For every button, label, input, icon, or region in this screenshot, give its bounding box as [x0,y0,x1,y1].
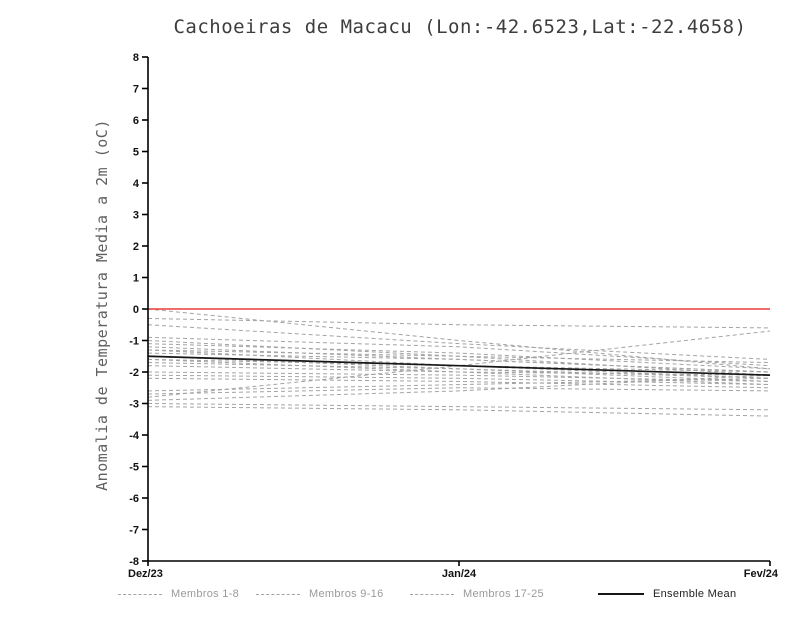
x-tick-label: Dez/23 [128,568,163,580]
ensemble-member-line [147,371,771,382]
ensemble-member-line [147,403,771,411]
legend-label: Membros 9-16 [309,588,384,600]
dashed-line-sample [410,593,454,595]
legend-item-members-1-8: Membros 1-8 [118,588,239,600]
y-tick-label: 3 [133,210,139,222]
dashed-line-sample [118,593,162,595]
y-tick-label: 8 [133,52,139,64]
y-tick-label: -4 [129,430,140,442]
y-tick-label: 4 [133,178,140,190]
x-tick-label: Fev/24 [744,568,779,580]
chart-title: Cachoeiras de Macacu (Lon:-42.6523,Lat:-… [173,16,747,38]
legend-label: Membros 1-8 [171,588,240,600]
ensemble-member-line [147,387,771,395]
y-tick-label: -6 [129,493,139,505]
legend-item-ensemble-mean: Ensemble Mean [598,588,736,600]
dashed-line-sample [256,593,300,595]
ensemble-member-line [147,317,771,329]
y-tick-label: 1 [133,273,139,285]
legend-item-members-9-16: Membros 9-16 [256,588,384,600]
y-tick-label: -8 [129,556,139,568]
ensemble-member-line [147,349,771,364]
ensemble-member-line [147,377,771,389]
legend: Membros 1-8 Membros 9-16 Membros 17-25 E… [0,584,800,610]
y-tick-label: 5 [133,147,139,159]
ensemble-member-line [147,374,771,386]
ensemble-member-line [147,343,771,370]
legend-label: Ensemble Mean [653,588,737,600]
y-tick-label: 2 [133,241,139,253]
ensemble-member-line [147,324,771,360]
x-tick-label: Jan/24 [442,568,477,580]
y-tick-label: -1 [129,336,139,348]
ensemble-member-line [147,406,771,417]
legend-label: Membros 17-25 [463,588,544,600]
ensemble-member-line [147,352,771,373]
y-tick-label: -5 [129,462,139,474]
solid-line-sample [598,593,644,595]
y-tick-label: 0 [133,304,139,316]
y-tick-label: -3 [129,399,139,411]
ensemble-member-line [147,365,771,376]
y-tick-label: -7 [129,525,139,537]
y-tick-label: -2 [129,367,139,379]
legend-item-members-17-25: Membros 17-25 [410,588,544,600]
ensemble-member-line [147,374,771,401]
y-tick-label: 7 [133,84,139,96]
ensemble-member-line [147,362,771,379]
ensemble-member-line [147,336,771,367]
ensemble-member-line [147,330,771,398]
y-tick-label: 6 [133,115,139,127]
ensemble-member-line [147,377,771,392]
ensemble-mean-line [147,355,771,376]
